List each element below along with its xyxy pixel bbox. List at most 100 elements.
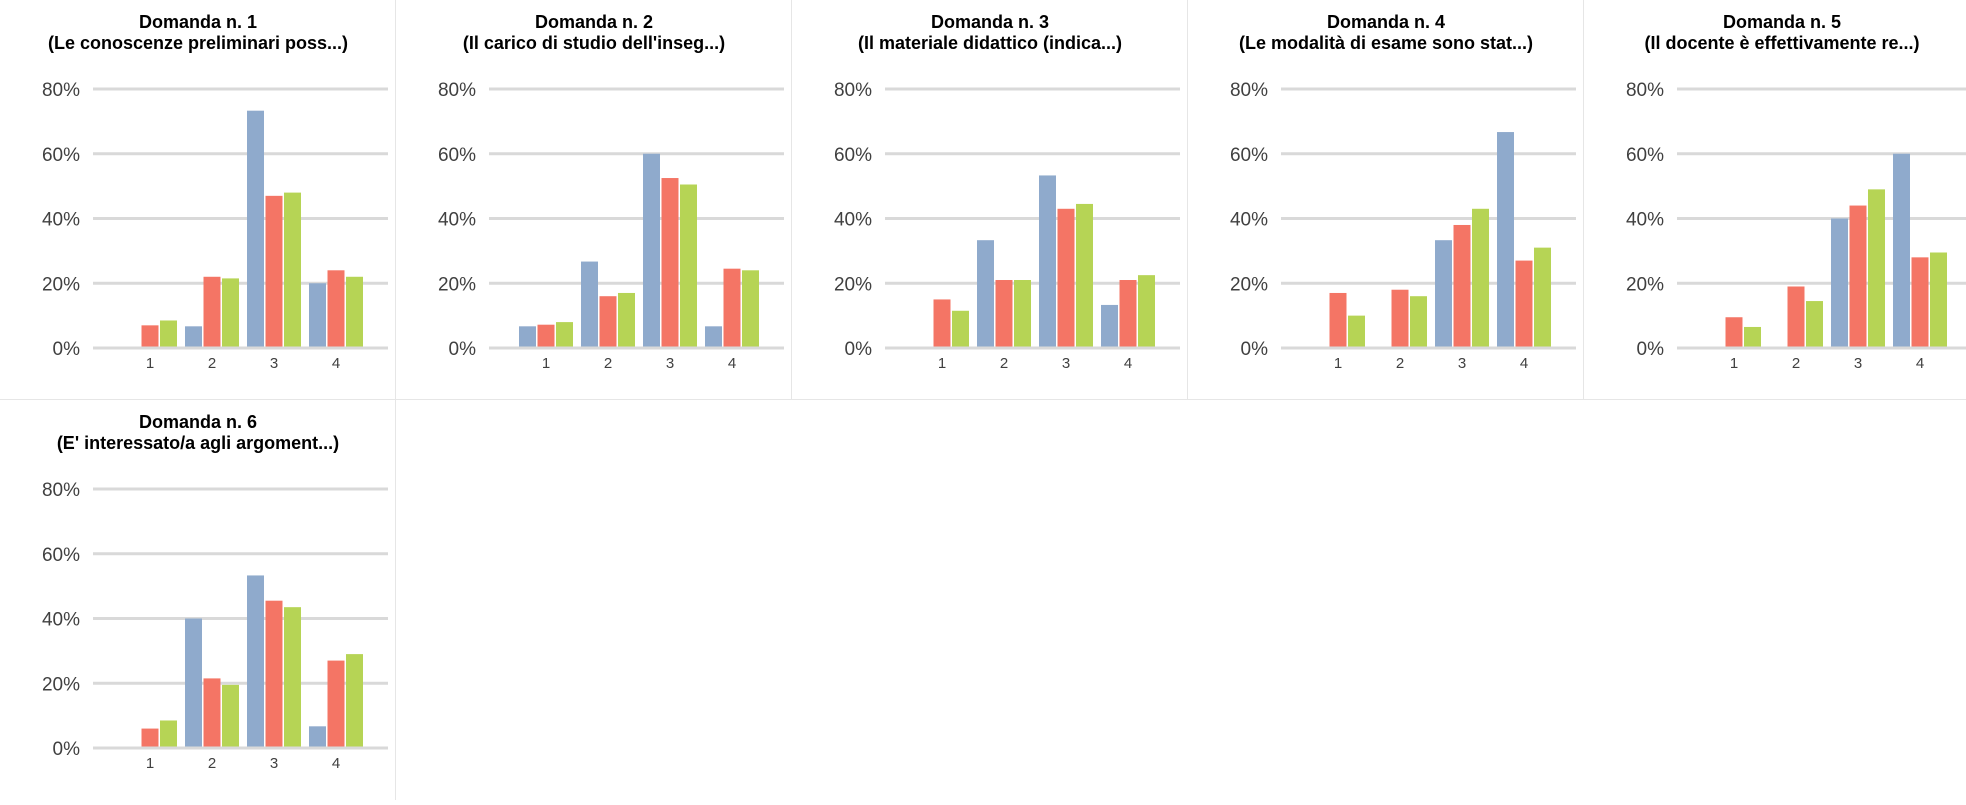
- bar: [1787, 286, 1805, 348]
- x-tick-label: 1: [1334, 355, 1342, 372]
- y-tick-label: 80%: [42, 480, 80, 501]
- chart-panel: Domanda n. 1 (Le conoscenze preliminari p…: [0, 0, 396, 400]
- bar: [1497, 132, 1514, 348]
- x-tick-label: 3: [1854, 355, 1862, 372]
- x-tick-label: 4: [332, 355, 340, 372]
- x-tick-label: 4: [728, 355, 736, 372]
- chart-title-block: Domanda n. 2 (Il carico di studio dell'in…: [396, 12, 792, 54]
- bar: [599, 296, 617, 348]
- bar: [1911, 257, 1929, 348]
- y-tick-label: 60%: [438, 145, 476, 166]
- chart-panel: Domanda n. 3 (Il materiale didattico (ind…: [792, 0, 1188, 400]
- chart-subtitle: (E' interessato/a agli argoment...): [56, 433, 340, 453]
- x-tick-label: 1: [1730, 355, 1738, 372]
- bar: [284, 192, 301, 348]
- bar: [1435, 240, 1452, 348]
- bar: [742, 270, 759, 348]
- x-tick-label: 4: [1124, 355, 1132, 372]
- chart-title: Domanda n. 3: [930, 12, 1050, 32]
- y-tick-label: 40%: [42, 210, 80, 231]
- y-tick-label: 20%: [1626, 274, 1664, 295]
- chart-title: Domanda n. 5: [1722, 12, 1842, 32]
- y-tick-label: 80%: [1626, 80, 1664, 101]
- bar: [1138, 275, 1155, 348]
- bar: [327, 660, 345, 748]
- chart-title-block: Domanda n. 4 (Le modalità di esame sono s…: [1188, 12, 1584, 54]
- x-tick-label: 3: [270, 755, 278, 772]
- y-tick-label: 20%: [438, 274, 476, 295]
- bar: [265, 195, 283, 348]
- y-tick-label: 40%: [42, 610, 80, 631]
- y-tick-label: 20%: [42, 674, 80, 695]
- chart-title: Domanda n. 2: [534, 12, 654, 32]
- y-tick-label: 20%: [834, 274, 872, 295]
- y-tick-label: 0%: [53, 339, 81, 360]
- bar: [1831, 218, 1848, 348]
- bar: [346, 654, 363, 748]
- bar: [327, 270, 345, 348]
- bar: [203, 678, 221, 748]
- bar-chart: 0% 20% 40% 60% 80% 1 2 3 4: [42, 480, 388, 772]
- bar: [618, 292, 635, 348]
- chart-title: Domanda n. 4: [1326, 12, 1446, 32]
- chart-panel: Domanda n. 5 (Il docente è effettivamente…: [1584, 0, 1966, 400]
- y-tick-label: 80%: [834, 80, 872, 101]
- x-tick-label: 2: [604, 355, 612, 372]
- x-tick-label: 2: [1396, 355, 1404, 372]
- bar: [284, 607, 301, 748]
- y-tick-label: 80%: [1230, 80, 1268, 101]
- y-tick-label: 60%: [1626, 145, 1664, 166]
- bar: [203, 276, 221, 348]
- x-tick-label: 4: [1520, 355, 1528, 372]
- bar: [1534, 247, 1551, 348]
- bar: [643, 153, 660, 348]
- x-tick-label: 3: [270, 355, 278, 372]
- x-tick-label: 2: [1000, 355, 1008, 372]
- y-tick-label: 40%: [1230, 210, 1268, 231]
- bar: [723, 268, 741, 348]
- chart-title: Domanda n. 1: [138, 12, 258, 32]
- bar: [222, 278, 239, 348]
- bar: [1014, 280, 1031, 348]
- bar: [1744, 326, 1761, 348]
- y-tick-label: 60%: [834, 145, 872, 166]
- bar: [1930, 252, 1947, 348]
- y-tick-label: 0%: [1637, 339, 1665, 360]
- x-tick-label: 2: [208, 355, 216, 372]
- x-tick-label: 2: [208, 755, 216, 772]
- bar: [1472, 208, 1489, 348]
- y-tick-label: 20%: [42, 274, 80, 295]
- chart-subtitle: (Le conoscenze preliminari poss...): [47, 33, 349, 53]
- x-tick-label: 4: [332, 755, 340, 772]
- bar: [1391, 289, 1409, 348]
- bar: [581, 261, 598, 348]
- bar: [705, 326, 722, 348]
- y-tick-label: 40%: [438, 210, 476, 231]
- bar-chart: 0% 20% 40% 60% 80% 1 2 3 4: [1230, 80, 1576, 372]
- bar: [141, 728, 159, 748]
- chart-title-block: Domanda n. 6 (E' interessato/a agli argom…: [0, 412, 396, 454]
- chart-title: Domanda n. 6: [138, 412, 258, 432]
- bar: [160, 320, 177, 348]
- x-tick-label: 3: [666, 355, 674, 372]
- chart-subtitle: (Le modalità di esame sono stat...): [1238, 33, 1534, 53]
- chart-panel: Domanda n. 4 (Le modalità di esame sono s…: [1188, 0, 1584, 400]
- y-tick-label: 40%: [1626, 210, 1664, 231]
- x-tick-label: 2: [1792, 355, 1800, 372]
- x-tick-label: 3: [1458, 355, 1466, 372]
- bar: [1849, 205, 1867, 348]
- bar: [185, 326, 202, 348]
- chart-title-block: Domanda n. 3 (Il materiale didattico (ind…: [792, 12, 1188, 54]
- bar: [1453, 224, 1471, 348]
- chart-title-block: Domanda n. 5 (Il docente è effettivamente…: [1584, 12, 1966, 54]
- y-tick-label: 80%: [42, 80, 80, 101]
- x-tick-label: 1: [542, 355, 550, 372]
- bar: [519, 326, 536, 348]
- bar: [1806, 301, 1823, 348]
- bar: [346, 276, 363, 348]
- y-tick-label: 0%: [1241, 339, 1269, 360]
- bar: [1725, 317, 1743, 348]
- bar: [1348, 315, 1365, 348]
- bar: [1515, 260, 1533, 348]
